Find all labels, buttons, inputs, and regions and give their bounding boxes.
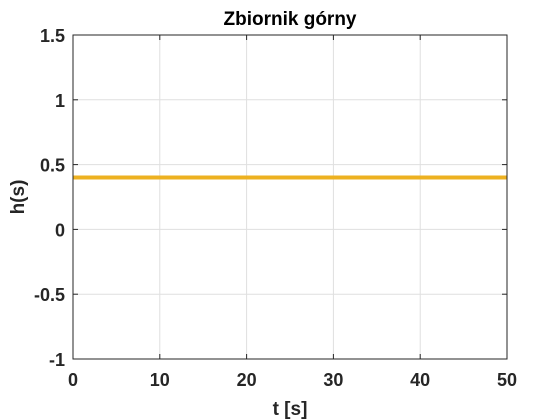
x-tick-label: 30 [323, 370, 343, 390]
y-tick-label: 0.5 [40, 156, 65, 176]
y-tick-label: 0 [55, 220, 65, 240]
x-tick-label: 0 [68, 370, 78, 390]
y-tick-label: -1 [49, 350, 65, 370]
chart-title: Zbiornik górny [224, 9, 357, 30]
x-tick-label: 10 [150, 370, 170, 390]
tick-marks [72, 34, 508, 360]
y-axis-label: h(s) [8, 180, 29, 215]
x-tick-label: 50 [497, 370, 517, 390]
y-tick-labels: -1 -0.5 0 0.5 1 1.5 [34, 26, 65, 370]
y-tick-label: -0.5 [34, 285, 65, 305]
y-tick-label: 1.5 [40, 26, 65, 46]
x-tick-labels: 0 10 20 30 40 50 [68, 370, 517, 390]
y-tick-label: 1 [55, 91, 65, 111]
plot-box [72, 34, 508, 360]
plot-background [73, 35, 507, 359]
x-axis-label: t [s] [273, 399, 308, 420]
x-tick-label: 40 [410, 370, 430, 390]
x-tick-label: 20 [237, 370, 257, 390]
